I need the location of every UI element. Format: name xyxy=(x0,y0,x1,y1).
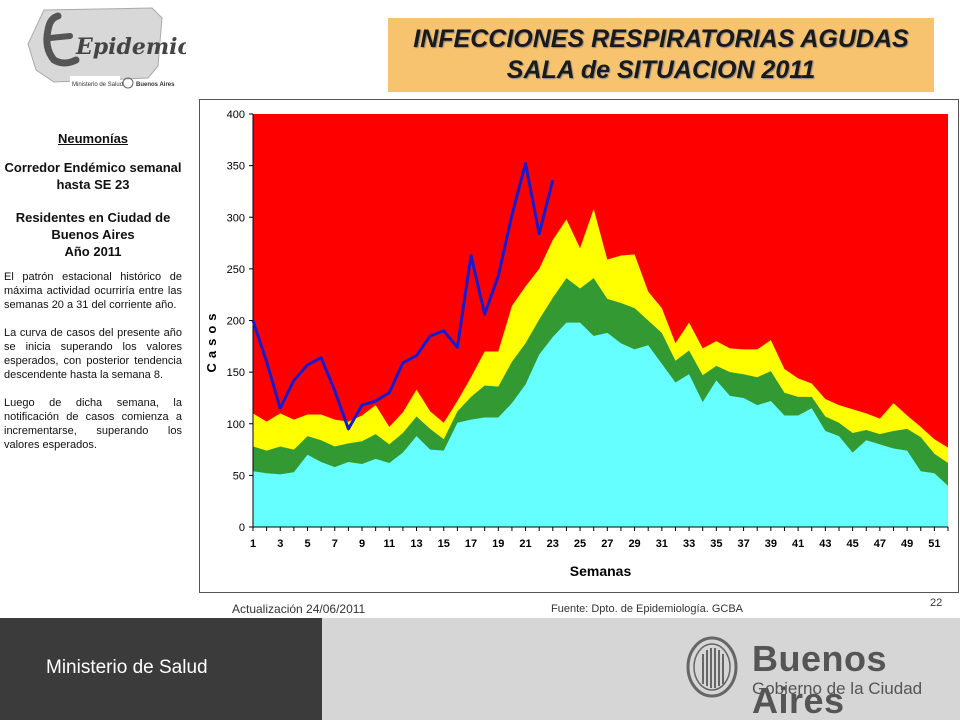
x-tick-label: 5 xyxy=(304,538,310,550)
x-tick-label: 13 xyxy=(410,538,422,550)
sidebar-paragraph-3: Luego de dicha semana, la notificación d… xyxy=(4,397,182,451)
buenos-aires-wordmark: Buenos Aires xyxy=(752,638,888,721)
logo-wordmark: Epidemiología xyxy=(75,34,186,60)
gobierno-ciudad-label: Gobierno de la Ciudad xyxy=(752,679,923,698)
logo-ministerio: Ministerio de Salud xyxy=(72,82,123,88)
sidebar: Neumonías Corredor Endémico semanal hast… xyxy=(4,130,182,466)
x-tick-label: 39 xyxy=(765,538,777,550)
y-tick-label: 250 xyxy=(227,264,245,276)
x-tick-label: 31 xyxy=(656,538,668,550)
x-tick-label: 9 xyxy=(359,538,365,550)
x-tick-label: 17 xyxy=(465,538,477,550)
y-tick-label: 350 xyxy=(227,161,245,173)
y-tick-label: 300 xyxy=(227,212,245,224)
x-tick-label: 25 xyxy=(574,538,586,550)
y-tick-label: 200 xyxy=(227,316,245,328)
title-banner: INFECCIONES RESPIRATORIAS AGUDAS SALA de… xyxy=(388,18,934,92)
epidemiologia-logo: Epidemiología Ministerio de Salud Buenos… xyxy=(27,7,186,90)
footer-band-dark xyxy=(0,618,322,720)
sidebar-subheading: Corredor Endémico semanal hasta SE 23 xyxy=(4,160,182,192)
page-number: 22 xyxy=(930,597,943,609)
x-tick-label: 15 xyxy=(438,538,450,550)
x-tick-label: 27 xyxy=(601,538,613,550)
x-tick-label: 3 xyxy=(277,538,283,550)
x-tick-label: 47 xyxy=(874,538,886,550)
series-area-cyan xyxy=(253,322,948,527)
y-tick-label: 150 xyxy=(227,367,245,379)
series-line-2011 xyxy=(251,162,555,431)
ministerio-label: Ministerio de Salud xyxy=(46,657,208,678)
x-tick-label: 41 xyxy=(792,538,804,550)
footer-band-light xyxy=(322,618,960,720)
title-line-2: SALA de SITUACION 2011 xyxy=(506,56,816,84)
y-tick-label: 0 xyxy=(239,522,245,534)
x-tick-label: 1 xyxy=(250,538,256,550)
sidebar-year: Año 2011 xyxy=(64,244,122,259)
y-tick-label: 400 xyxy=(227,109,245,121)
x-tick-label: 21 xyxy=(519,538,531,550)
sidebar-heading: Neumonías xyxy=(57,131,129,146)
buenos-aires-emblem-icon xyxy=(686,636,738,698)
sidebar-population: Residentes en Ciudad de Buenos Aires xyxy=(15,210,171,242)
y-tick-label: 50 xyxy=(233,470,245,482)
x-tick-label: 19 xyxy=(492,538,504,550)
sidebar-paragraph-1: El patrón estacional histórico de máxima… xyxy=(4,271,182,311)
x-tick-label: 49 xyxy=(901,538,913,550)
x-tick-label: 35 xyxy=(710,538,722,550)
x-tick-label: 43 xyxy=(819,538,831,550)
update-date: Actualización 24/06/2011 xyxy=(232,602,366,616)
x-tick-label: 37 xyxy=(737,538,749,550)
title-line-1: INFECCIONES RESPIRATORIAS AGUDAS xyxy=(413,25,909,53)
y-axis-title: Casos xyxy=(204,308,219,372)
x-tick-label: 29 xyxy=(628,538,640,550)
x-tick-label: 7 xyxy=(332,538,338,550)
logo-ba: Buenos Aires xyxy=(136,82,175,88)
x-tick-label: 45 xyxy=(846,538,858,550)
x-tick-label: 51 xyxy=(928,538,940,550)
y-tick-label: 100 xyxy=(227,419,245,431)
x-tick-label: 23 xyxy=(547,538,559,550)
sidebar-paragraph-2: La curva de casos del presente año se in… xyxy=(4,327,182,381)
data-source: Fuente: Dpto. de Epidemiología. GCBA xyxy=(551,603,743,615)
x-tick-label: 11 xyxy=(383,538,395,550)
x-tick-label: 33 xyxy=(683,538,695,550)
x-axis-title: Semanas xyxy=(570,563,632,579)
